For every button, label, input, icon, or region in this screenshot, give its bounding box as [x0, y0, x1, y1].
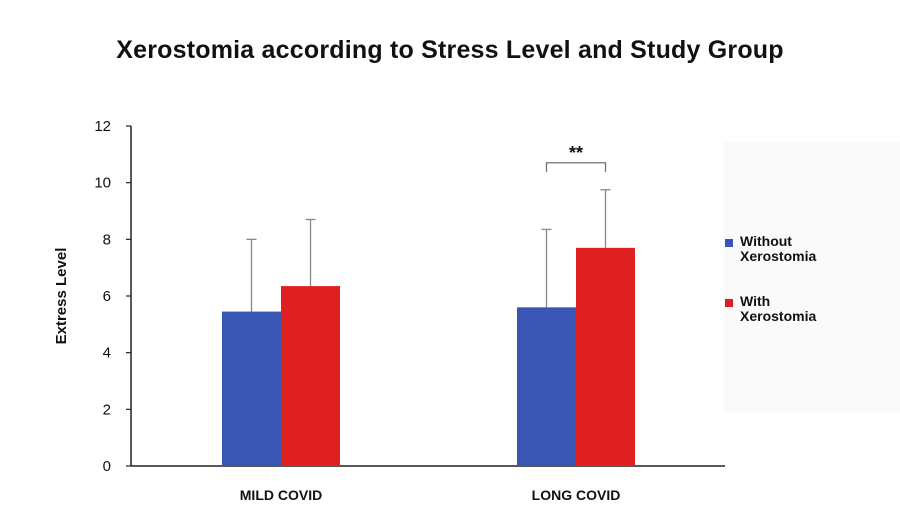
legend-label: Xerostomia [740, 308, 816, 324]
y-tick-label: 12 [94, 118, 111, 135]
bars [222, 162, 635, 466]
y-tick-label: 0 [103, 458, 111, 475]
bar [517, 307, 576, 466]
legend-label: With [740, 293, 770, 309]
legend-swatch [725, 299, 733, 307]
y-tick-label: 6 [103, 288, 111, 305]
axes [126, 125, 725, 467]
legend-panel [724, 142, 900, 412]
y-tick-label: 4 [103, 345, 111, 362]
bar [222, 311, 281, 466]
y-axis-label: Extress Level [53, 248, 70, 345]
legend-label: Without [740, 233, 792, 249]
x-category-label: MILD COVID [240, 487, 322, 503]
significance-bracket [545, 162, 607, 172]
bar [576, 247, 635, 466]
y-tick-label: 10 [94, 175, 111, 192]
chart-title: Xerostomia according to Stress Level and… [116, 36, 784, 64]
labels: 0 2 4 6 8 10 12 Extress Level MILD COVID LONG COV… [53, 118, 620, 503]
legend-label: Xerostomia [740, 248, 816, 264]
x-category-label: LONG COVID [532, 487, 621, 503]
y-tick-label: 2 [103, 401, 111, 418]
legend-swatch [725, 239, 733, 247]
bar [281, 286, 340, 466]
y-tick-label: 8 [103, 231, 111, 248]
significance-marker: ** [569, 143, 583, 163]
